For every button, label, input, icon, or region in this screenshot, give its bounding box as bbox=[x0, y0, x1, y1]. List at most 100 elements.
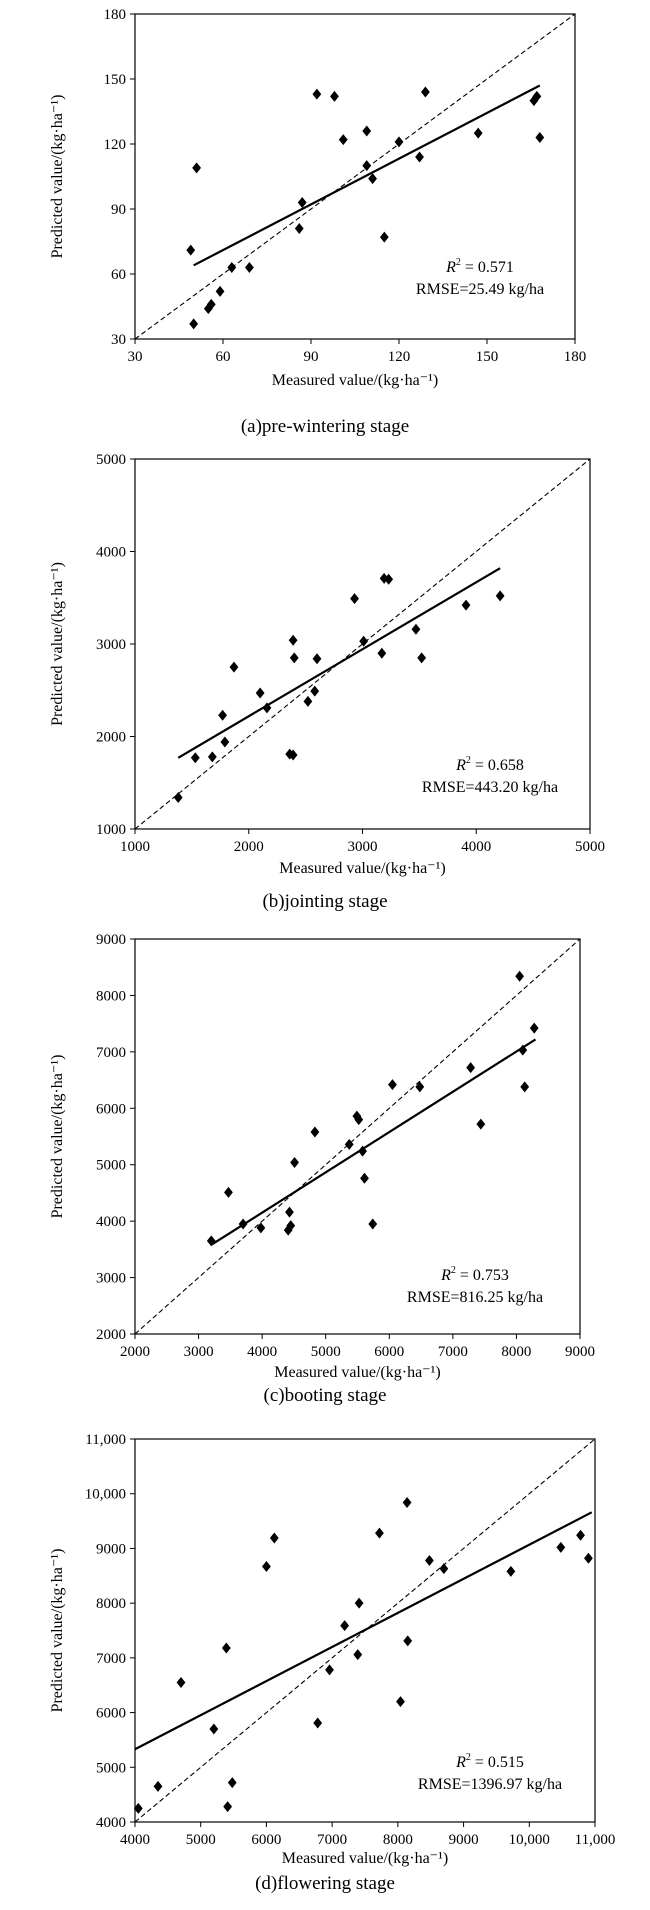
x-tick-label: 11,000 bbox=[575, 1832, 616, 1848]
data-point bbox=[473, 127, 483, 139]
data-point bbox=[262, 702, 272, 714]
y-tick-label: 7000 bbox=[96, 1651, 126, 1667]
data-point bbox=[192, 162, 201, 174]
x-tick-label: 5000 bbox=[575, 839, 605, 855]
r-squared-label: R2 = 0.753 bbox=[440, 1265, 509, 1284]
data-point bbox=[394, 136, 404, 148]
data-point bbox=[375, 1527, 384, 1539]
data-point bbox=[520, 1081, 530, 1093]
plot-frame-a bbox=[134, 13, 576, 340]
data-point bbox=[269, 1532, 279, 1544]
x-tick-label: 9000 bbox=[449, 1832, 479, 1848]
y-tick-label: 5000 bbox=[96, 1760, 126, 1776]
data-point bbox=[506, 1565, 516, 1577]
rmse-label: RMSE=816.25 kg/ha bbox=[407, 1289, 543, 1306]
y-axis-label: Predicted value/(kg·ha⁻¹) bbox=[49, 95, 66, 259]
data-point bbox=[379, 572, 389, 584]
data-point bbox=[556, 1541, 566, 1553]
data-point bbox=[207, 751, 217, 763]
data-point bbox=[411, 623, 421, 635]
rmse-label: RMSE=443.20 kg/ha bbox=[422, 779, 558, 796]
data-point bbox=[229, 661, 239, 673]
regression-line bbox=[210, 1038, 537, 1246]
chart-panel-d: 4000 5000 6000 7000 8000 9000 10,000 11,000 4000… bbox=[0, 1425, 650, 1910]
data-point bbox=[173, 792, 183, 804]
data-point bbox=[350, 593, 359, 605]
regression-line bbox=[177, 567, 501, 759]
data-point bbox=[310, 685, 320, 697]
data-point bbox=[584, 1552, 593, 1564]
y-tick-label: 11,000 bbox=[85, 1432, 126, 1448]
data-point bbox=[227, 262, 237, 273]
x-tick-label: 10,000 bbox=[509, 1832, 550, 1848]
data-point bbox=[388, 1079, 397, 1091]
data-point bbox=[466, 1062, 476, 1074]
data-point bbox=[153, 1780, 163, 1792]
data-point bbox=[176, 1676, 186, 1688]
data-point bbox=[286, 1220, 296, 1232]
data-point bbox=[461, 599, 471, 611]
x-tick-label: 3000 bbox=[348, 839, 378, 855]
scatter-plot-a: 30 60 90 120 150 180 30 60 90 120 150 180 R2 = 0.571… bbox=[49, 7, 586, 389]
data-point bbox=[203, 303, 213, 315]
y-tick-label: 1000 bbox=[96, 822, 126, 838]
data-point bbox=[576, 1529, 585, 1541]
data-point bbox=[262, 1560, 271, 1572]
data-point bbox=[495, 590, 505, 602]
x-tick-label: 60 bbox=[216, 349, 231, 365]
data-point bbox=[362, 125, 372, 137]
data-point bbox=[338, 134, 348, 146]
y-tick-label: 5000 bbox=[96, 452, 126, 468]
data-point bbox=[384, 573, 394, 585]
data-point bbox=[206, 1235, 216, 1247]
data-point bbox=[358, 1145, 367, 1157]
chart-panel-c: 2000 3000 4000 5000 6000 7000 8000 9000 2000 3000… bbox=[0, 925, 650, 1425]
data-point bbox=[359, 635, 369, 647]
data-point bbox=[288, 749, 298, 761]
data-point bbox=[289, 652, 299, 664]
data-point bbox=[255, 687, 265, 699]
y-tick-label: 6000 bbox=[96, 1706, 126, 1722]
plot-frame-d bbox=[134, 1438, 596, 1823]
data-point bbox=[360, 1172, 369, 1184]
y-tick-label: 3000 bbox=[96, 637, 126, 653]
chart-panel-b: 1000 2000 3000 4000 5000 1000 2000 3000 4000 5000… bbox=[0, 445, 650, 925]
y-tick-label: 9000 bbox=[96, 932, 126, 948]
regression-line bbox=[134, 1511, 593, 1751]
data-point bbox=[310, 1126, 320, 1138]
data-point bbox=[396, 1696, 405, 1708]
r-squared-label: R2 = 0.515 bbox=[455, 1752, 524, 1771]
r-squared-label: R2 = 0.658 bbox=[455, 755, 524, 774]
scatter-plot-d: 4000 5000 6000 7000 8000 9000 10,000 11,000 4000… bbox=[49, 1432, 616, 1867]
y-tick-label: 4000 bbox=[96, 1214, 126, 1230]
data-point bbox=[353, 1649, 363, 1661]
one-to-one-line bbox=[134, 13, 576, 340]
x-tick-label: 3000 bbox=[184, 1344, 214, 1360]
r-squared-label: R2 = 0.571 bbox=[445, 257, 514, 276]
data-point bbox=[294, 223, 304, 234]
plot-frame-c bbox=[134, 938, 581, 1335]
x-tick-label: 120 bbox=[388, 349, 411, 365]
data-point bbox=[190, 752, 200, 764]
data-point bbox=[227, 1777, 237, 1789]
y-axis-label: Predicted value/(kg·ha⁻¹) bbox=[49, 562, 66, 726]
x-tick-label: 9000 bbox=[565, 1344, 595, 1360]
data-point bbox=[368, 1218, 378, 1230]
data-point bbox=[218, 709, 227, 721]
data-point bbox=[133, 1802, 143, 1814]
data-point bbox=[368, 173, 377, 185]
data-point bbox=[303, 695, 313, 707]
y-tick-label: 60 bbox=[111, 267, 126, 283]
y-tick-label: 180 bbox=[104, 7, 127, 23]
x-tick-label: 2000 bbox=[234, 839, 264, 855]
x-tick-label: 1000 bbox=[120, 839, 150, 855]
chart-caption-a: (a)pre-wintering stage bbox=[240, 416, 410, 437]
data-point bbox=[238, 1218, 248, 1230]
y-tick-label: 5000 bbox=[96, 1158, 126, 1174]
data-point bbox=[518, 1044, 528, 1056]
x-tick-label: 8000 bbox=[501, 1344, 531, 1360]
data-point bbox=[256, 1222, 266, 1234]
data-point bbox=[189, 318, 199, 330]
data-point bbox=[312, 653, 322, 665]
x-axis-label: Measured value/(kg·ha⁻¹) bbox=[282, 1850, 449, 1867]
